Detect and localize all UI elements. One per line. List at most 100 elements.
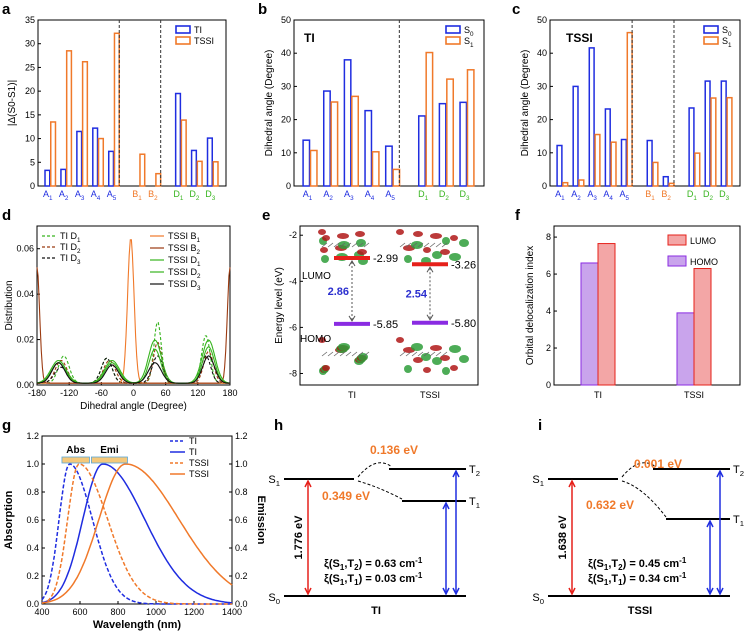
y-tick-label: -8 xyxy=(289,368,297,378)
legend-swatch xyxy=(445,36,461,45)
y-tick-label: 0.0 xyxy=(235,599,248,609)
x-tick-label: B1 xyxy=(132,189,142,202)
orbital-lobe xyxy=(430,233,442,239)
bar xyxy=(578,179,585,187)
homo-value: -5.80 xyxy=(451,318,476,330)
bar xyxy=(562,181,569,187)
bar xyxy=(113,32,120,187)
bar xyxy=(726,96,733,187)
x-tick-label: A3 xyxy=(587,189,597,202)
x-tick-label: A5 xyxy=(620,189,630,202)
orbital-lobe xyxy=(450,235,458,241)
x-tick-label: B2 xyxy=(148,189,158,202)
arrow-head xyxy=(426,314,434,321)
bar xyxy=(49,121,57,187)
series-line-0 xyxy=(37,321,230,384)
x-tick-label: TI xyxy=(594,390,602,400)
isc-arrow-t2 xyxy=(621,462,657,478)
legend-label: TI D1 xyxy=(60,231,81,244)
legend-swatch xyxy=(445,25,461,34)
y-tick-label: 10 xyxy=(537,148,547,158)
x-tick-label: A1 xyxy=(555,189,565,202)
legend-label: TSSI D1 xyxy=(168,255,201,268)
legend-label: TSSI xyxy=(194,36,214,46)
y-axis-label: Distribution xyxy=(4,280,15,330)
y-tick-label: 40 xyxy=(537,48,547,58)
bar xyxy=(610,141,617,187)
y-tick-label: 1.2 xyxy=(235,431,248,441)
panel-label-e: e xyxy=(262,207,270,224)
series-line-3 xyxy=(41,463,233,604)
xi-s1-t2: ξ(S1,T2) = 0.45 cm-1 xyxy=(588,556,687,572)
molecule-label: TI xyxy=(371,605,381,617)
x-axis-label: Wavelength (nm) xyxy=(93,619,182,631)
y-tick-label: 25 xyxy=(25,62,35,72)
panel-label-d: d xyxy=(2,207,11,224)
x-tick-label: -60 xyxy=(95,388,108,398)
bar xyxy=(44,169,51,187)
molecule-bond xyxy=(345,351,352,357)
x-tick-label: D3 xyxy=(205,189,216,202)
homo-orbital-ti xyxy=(318,337,370,375)
x-tick-label: A4 xyxy=(365,189,375,202)
molecule-bond xyxy=(363,351,370,357)
x-tick-label: 600 xyxy=(72,607,87,617)
molecule-bond xyxy=(423,351,430,357)
x-tick-label: B1 xyxy=(645,189,655,202)
orbital-lobe xyxy=(442,237,450,245)
legend-label: TI xyxy=(194,25,202,35)
series-line-5 xyxy=(36,339,231,384)
y-tick-label: 20 xyxy=(537,115,547,125)
molecule-bond xyxy=(339,242,346,248)
orbital-lobe xyxy=(318,337,326,343)
t1-label: T1 xyxy=(733,514,744,528)
molecule-bond xyxy=(327,351,334,357)
y-tick-label: 20 xyxy=(281,115,291,125)
soc-value-t1: 0.349 eV xyxy=(322,489,370,503)
y-tick-label: 15 xyxy=(25,110,35,120)
y-tick-label: 1.0 xyxy=(235,459,248,469)
legend-label: S0 xyxy=(464,25,474,38)
plot-frame xyxy=(549,19,741,187)
bar xyxy=(351,95,360,187)
series-line-7 xyxy=(36,355,230,384)
bar xyxy=(594,133,601,187)
homo-value: -5.85 xyxy=(373,319,398,331)
x-tick-label: D2 xyxy=(189,189,200,202)
bar xyxy=(466,69,475,187)
lumo-orbital-tssi xyxy=(396,229,469,265)
x-tick-label: D1 xyxy=(687,189,698,202)
y-tick-label: 10 xyxy=(281,148,291,158)
series-line-6 xyxy=(36,346,230,384)
bar xyxy=(322,90,331,187)
molecule-bond xyxy=(333,242,340,248)
legend-label: TSSI D3 xyxy=(168,279,201,292)
y-tick-label: 20 xyxy=(25,86,35,96)
gap-value: 2.54 xyxy=(406,289,428,301)
diagram-h: S0 S1 T2 T1 1.776 eV 0.136 eV 0.349 eV ξ(S1,T2)… xyxy=(268,443,480,617)
molecule-bond xyxy=(417,351,424,357)
orbital-lobe xyxy=(338,241,350,249)
x-tick-label: 400 xyxy=(34,607,49,617)
bar xyxy=(694,152,701,187)
homo-bar xyxy=(676,312,695,386)
molecule-bond xyxy=(363,242,370,248)
molecule-bond xyxy=(411,242,418,248)
y-tick-label: 30 xyxy=(537,81,547,91)
gap-value: 2.86 xyxy=(328,286,349,298)
legend-label: TSSI B1 xyxy=(168,231,201,244)
y-tick-label: 50 xyxy=(281,15,291,25)
annotation-emi: Emi xyxy=(91,445,128,464)
arrow-head xyxy=(426,266,434,273)
molecule-bond xyxy=(435,351,442,357)
molecule-bond xyxy=(411,351,418,357)
y-tick-label: 0.2 xyxy=(26,571,39,581)
x-tick-label: A3 xyxy=(344,189,354,202)
bar xyxy=(81,60,89,187)
chart-g: 0.0 0.2 0.4 0.6 0.8 1.0 1.2 0.0 0.2 0.4 0.6 0.8 1.0 1… xyxy=(3,431,267,631)
orbital-lobe xyxy=(338,343,350,351)
y-tick-label: 0 xyxy=(286,181,291,191)
bar xyxy=(309,149,318,187)
x-tick-label: 0 xyxy=(131,388,136,398)
